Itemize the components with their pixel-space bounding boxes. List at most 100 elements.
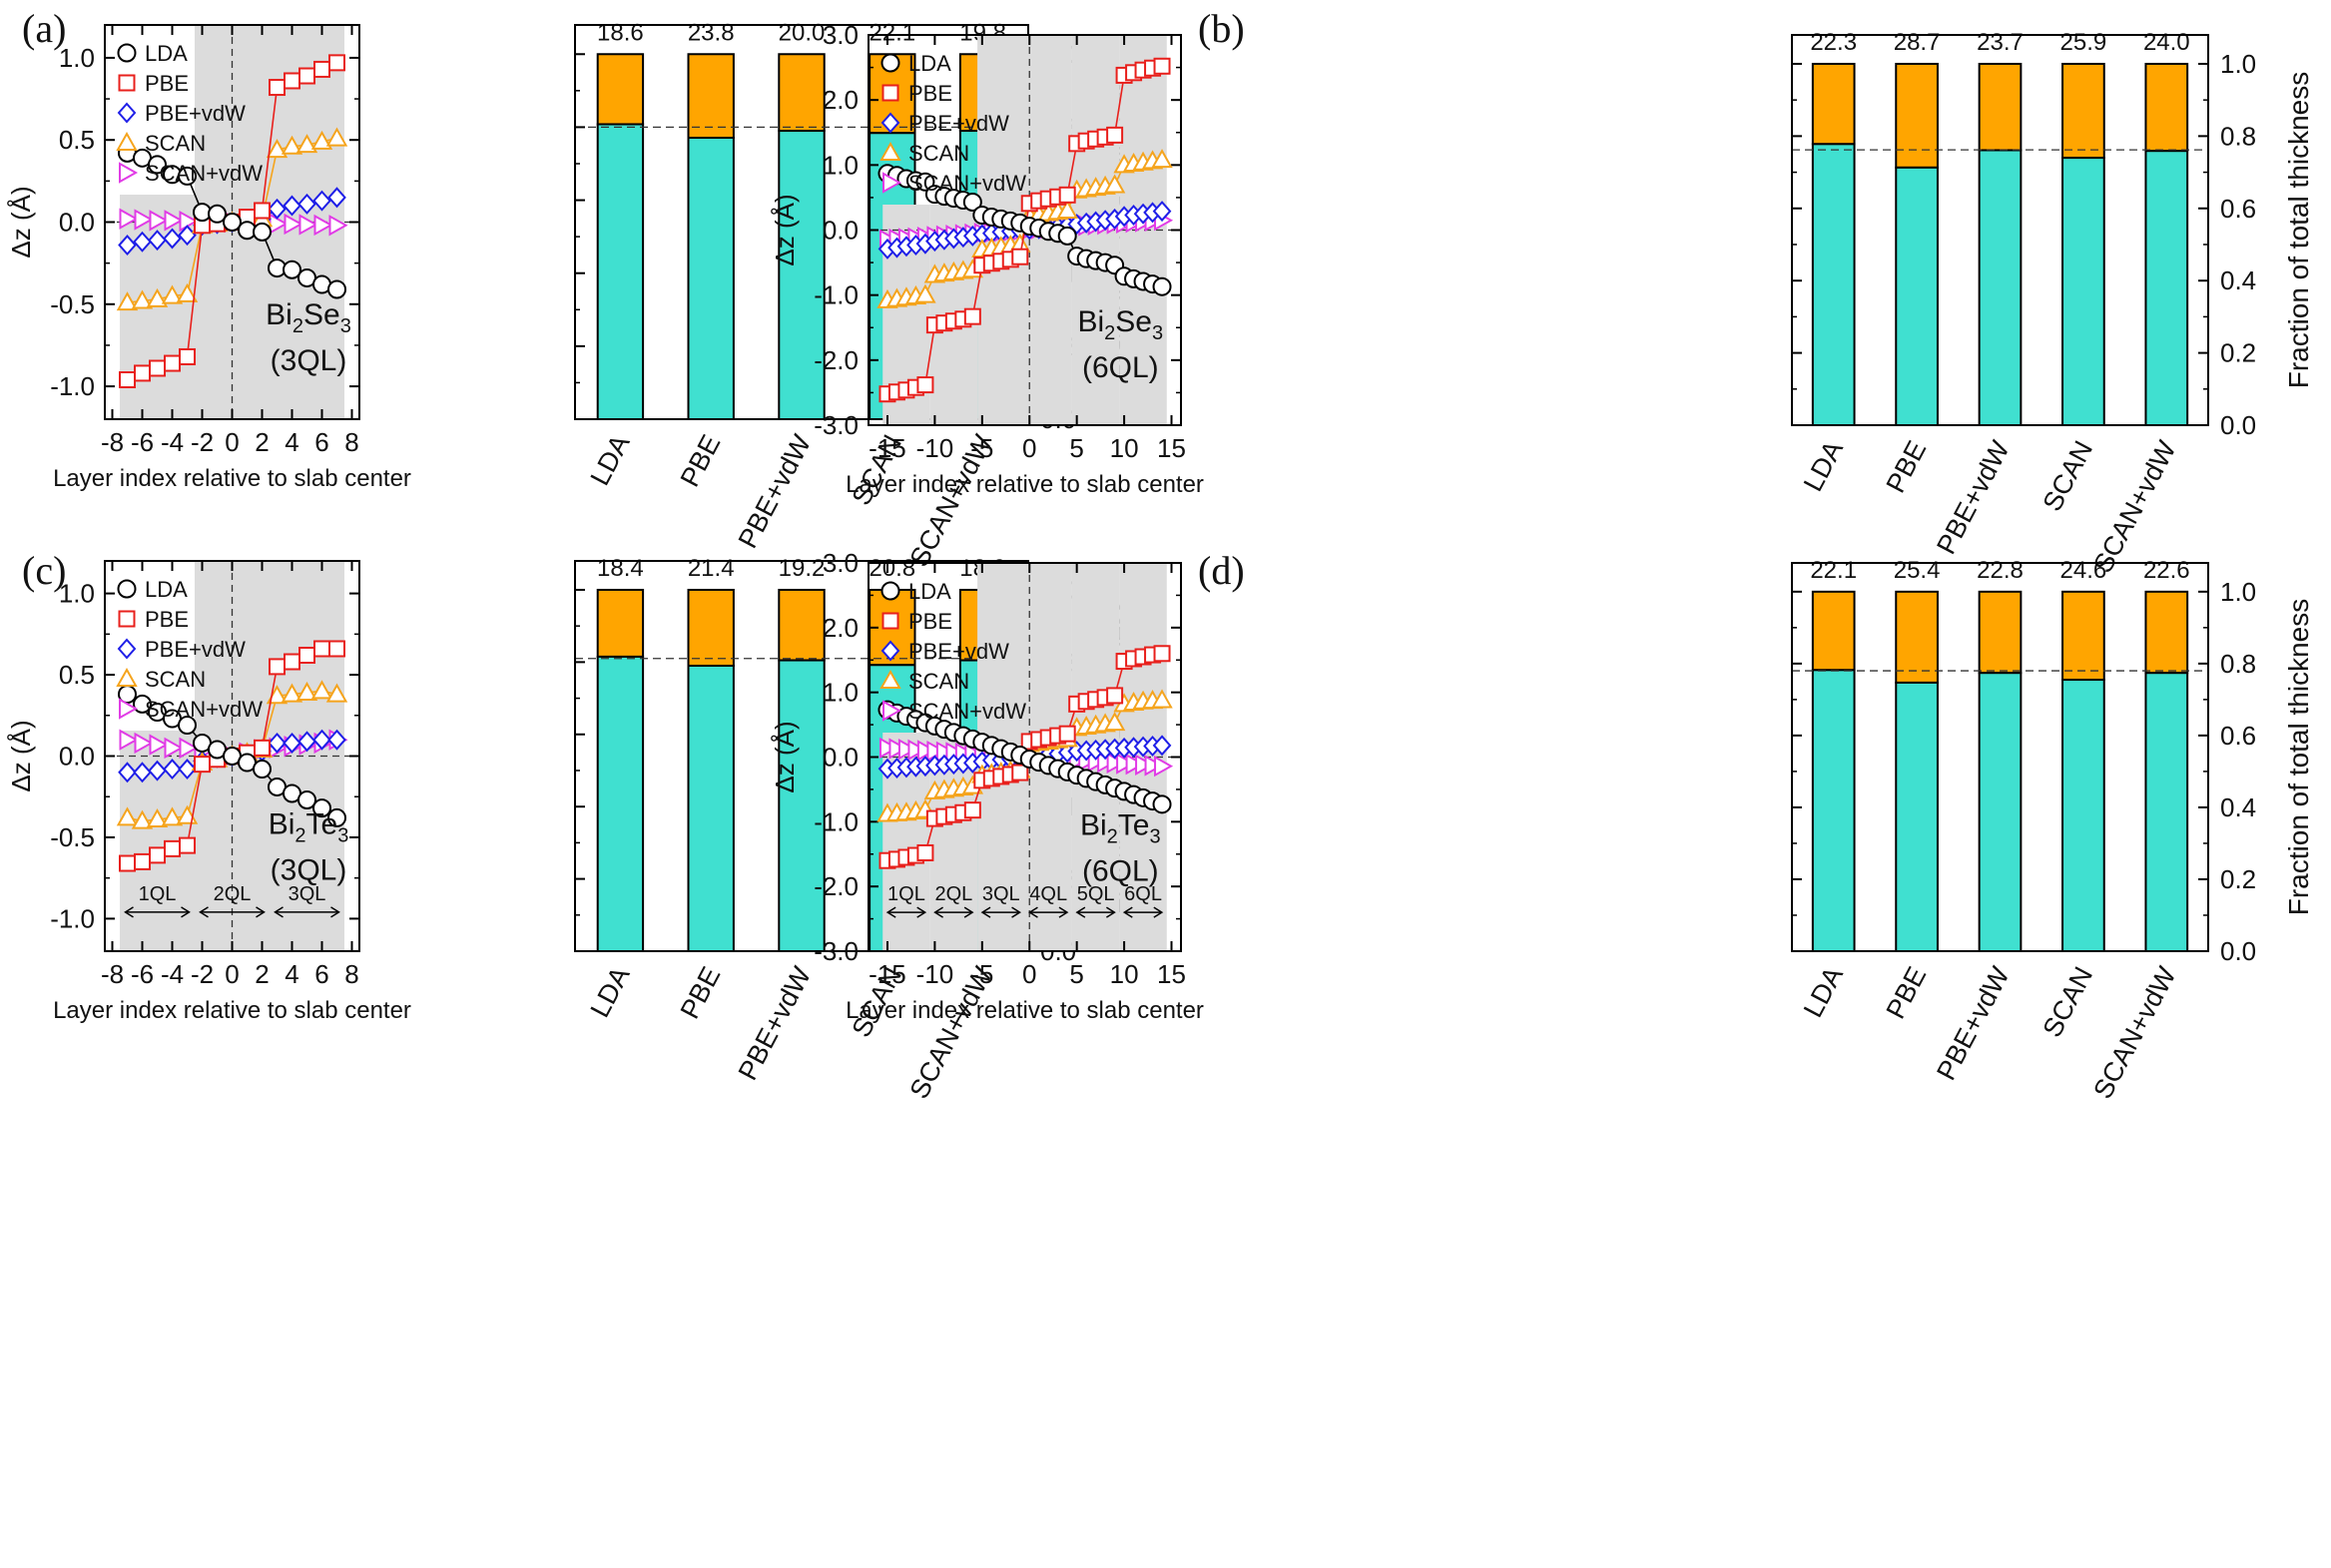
ql-arrowhead bbox=[330, 906, 340, 918]
legend-marker bbox=[880, 581, 900, 601]
bar-top-segment bbox=[1811, 62, 1856, 146]
data-point-pbe-vdw bbox=[268, 732, 287, 754]
legend-entry: SCAN bbox=[145, 667, 206, 692]
bar-top-segment bbox=[2144, 590, 2189, 675]
y-tick-label: -1.0 bbox=[814, 806, 859, 836]
y-tick-label: -1.0 bbox=[50, 903, 95, 933]
data-point-scan-vdw bbox=[134, 209, 154, 231]
legend-marker bbox=[881, 612, 899, 630]
thickness-label: (6QL) bbox=[1082, 854, 1159, 887]
ql-arrowhead bbox=[1153, 906, 1164, 918]
y-tick-label: 0.6 bbox=[2220, 721, 2256, 751]
data-point-pbe bbox=[1011, 764, 1029, 782]
data-point-lda bbox=[283, 260, 301, 279]
data-point-lda bbox=[1152, 276, 1172, 296]
data-point-scan bbox=[266, 139, 289, 159]
bar-top-segment bbox=[596, 588, 645, 658]
category-label: PBE bbox=[1881, 962, 1933, 1024]
ql-label: 2QL bbox=[214, 883, 252, 905]
data-point-pbe bbox=[164, 354, 181, 372]
data-point-scan-vdw bbox=[907, 739, 927, 762]
data-point-lda bbox=[208, 204, 227, 224]
bar-top-segment bbox=[1811, 590, 1856, 672]
data-point-scan-vdw bbox=[149, 210, 169, 232]
x-tick-label: -4 bbox=[161, 427, 184, 457]
ql-arrowhead bbox=[274, 906, 284, 918]
bar-top-segment bbox=[2144, 62, 2189, 153]
data-point-scan bbox=[161, 284, 184, 304]
legend-marker bbox=[880, 112, 900, 134]
data-point-pbe bbox=[1011, 248, 1029, 265]
data-point-pbe bbox=[194, 756, 211, 774]
data-point-lda bbox=[253, 222, 272, 242]
data-point-pbe bbox=[149, 359, 166, 377]
category-label: PBE+vdW bbox=[1931, 961, 2016, 1085]
data-point-scan-vdw bbox=[1154, 755, 1174, 778]
x-tick-label: 5 bbox=[1069, 433, 1083, 463]
legend-entry: SCAN bbox=[908, 141, 969, 166]
bar-top-segment bbox=[1895, 590, 1939, 684]
data-point-scan-vdw bbox=[164, 737, 184, 760]
x-tick-label: 0 bbox=[1022, 433, 1036, 463]
bar-top-segment bbox=[778, 53, 826, 133]
y-tick-label: 1.0 bbox=[823, 150, 859, 180]
data-point-pbe bbox=[298, 646, 315, 664]
x-tick-label: -10 bbox=[916, 959, 954, 989]
legend-marker bbox=[880, 53, 900, 73]
material-label: Bi2Se3 bbox=[266, 298, 351, 337]
thickness-label: (3QL) bbox=[271, 344, 347, 377]
data-point-scan bbox=[1151, 149, 1173, 169]
data-point-scan-vdw bbox=[134, 732, 154, 755]
bar-chart-1: 22.3LDA28.7PBE23.7PBE+vdW25.9SCAN24.0SCA… bbox=[1791, 29, 2314, 578]
data-point-pbe bbox=[269, 79, 286, 97]
material-subscript: 2 bbox=[1104, 322, 1115, 344]
legend-entry: LDA bbox=[145, 41, 188, 66]
ql-arrowhead bbox=[124, 906, 134, 918]
ql-label: 6QL bbox=[1124, 883, 1162, 905]
data-point-scan bbox=[281, 135, 303, 155]
panel-label: (a) bbox=[22, 6, 66, 51]
data-point-scan bbox=[1103, 712, 1126, 732]
panel-label: (c) bbox=[22, 548, 66, 593]
data-point-pbe bbox=[179, 836, 196, 854]
bar-bottom-segment bbox=[1978, 672, 2023, 952]
x-tick-label: -2 bbox=[191, 427, 214, 457]
data-point-lda bbox=[915, 172, 935, 192]
y-tick-label: -0.5 bbox=[50, 289, 95, 319]
y-tick-label: 0.5 bbox=[59, 660, 95, 690]
y-tick-label: -2.0 bbox=[814, 871, 859, 901]
y-axis-label: Δz (Å) bbox=[770, 721, 800, 792]
bar-bottom-segment bbox=[778, 130, 826, 420]
data-point-pbe-vdw bbox=[283, 195, 301, 217]
bar-top-label: 21.4 bbox=[688, 555, 735, 582]
x-tick-label: 5 bbox=[1069, 959, 1083, 989]
bar-top-label: 20.0 bbox=[779, 19, 826, 46]
legend-entry: SCAN+vdW bbox=[908, 699, 1026, 724]
material-text: Bi bbox=[1080, 808, 1107, 841]
data-point-scan-vdw bbox=[888, 738, 908, 760]
legend-marker bbox=[118, 74, 136, 92]
legend-marker bbox=[117, 638, 137, 660]
legend-entry: PBE bbox=[145, 607, 189, 632]
legend-marker bbox=[882, 700, 902, 722]
data-point-pbe bbox=[313, 60, 330, 78]
bar-chart-3: 22.1 LDA 25.4 PBE 22.8 PBE+vdW 24.6 SCAN 22.6 SCA… bbox=[1791, 557, 2314, 1104]
data-point-scan-vdw bbox=[1144, 755, 1164, 777]
legend-marker bbox=[879, 141, 901, 161]
x-tick-label: 8 bbox=[344, 959, 358, 989]
plot-frame bbox=[1791, 562, 2209, 952]
data-point-pbe bbox=[134, 364, 151, 382]
y-tick-label: 3.0 bbox=[823, 20, 859, 50]
data-point-pbe bbox=[149, 846, 166, 864]
x-tick-label: 6 bbox=[314, 427, 328, 457]
category-label: LDA bbox=[585, 430, 636, 490]
bar-top-label: 22.6 bbox=[2143, 557, 2190, 584]
ql-arrowhead bbox=[1106, 906, 1116, 918]
legend-marker bbox=[119, 698, 139, 720]
data-point-pbe-vdw bbox=[1152, 735, 1172, 757]
bar-bottom-segment bbox=[1895, 681, 1939, 952]
bar-top-label: 23.7 bbox=[1977, 29, 2024, 56]
category-label: SCAN bbox=[2037, 962, 2098, 1042]
category-label: PBE+vdW bbox=[733, 429, 818, 553]
